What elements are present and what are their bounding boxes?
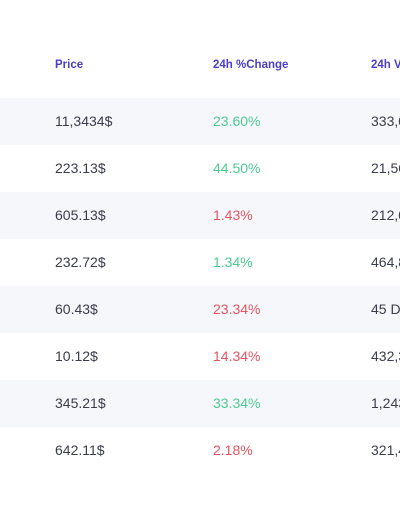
- column-header-price[interactable]: Price: [55, 59, 84, 71]
- table-row[interactable]: 60.43$ 23.34% 45 D: [0, 286, 400, 333]
- table-row[interactable]: 642.11$ 2.18% 321,4: [0, 427, 400, 474]
- column-header-24h-change[interactable]: 24h %Change: [213, 59, 289, 71]
- table-row[interactable]: 11,3434$ 23.60% 333,0: [0, 98, 400, 145]
- table-row[interactable]: 223.13$ 44.50% 21,56: [0, 145, 400, 192]
- price-cell: 10.12$: [55, 348, 98, 364]
- price-cell: 605.13$: [55, 207, 106, 223]
- change-cell: 44.50%: [213, 160, 261, 176]
- price-cell: 345.21$: [55, 395, 106, 411]
- table-row[interactable]: 10.12$ 14.34% 432,3: [0, 333, 400, 380]
- volume-cell: 45 D: [371, 301, 400, 317]
- volume-cell: 321,4: [371, 442, 400, 458]
- volume-cell: 432,3: [371, 348, 400, 364]
- change-cell: 1.34%: [213, 254, 253, 270]
- change-cell: 33.34%: [213, 395, 261, 411]
- volume-cell: 1,243: [371, 395, 400, 411]
- price-cell: 223.13$: [55, 160, 106, 176]
- volume-cell: 212,0: [371, 207, 400, 223]
- change-cell: 14.34%: [213, 348, 261, 364]
- volume-cell: 464,8: [371, 254, 400, 270]
- volume-cell: 333,0: [371, 113, 400, 129]
- change-cell: 2.18%: [213, 442, 253, 458]
- change-cell: 23.34%: [213, 301, 261, 317]
- table-row[interactable]: 605.13$ 1.43% 212,0: [0, 192, 400, 239]
- table-row[interactable]: 345.21$ 33.34% 1,243: [0, 380, 400, 427]
- price-cell: 60.43$: [55, 301, 98, 317]
- column-header-24h-volume[interactable]: 24h V: [371, 59, 400, 71]
- price-cell: 232.72$: [55, 254, 106, 270]
- change-cell: 23.60%: [213, 113, 261, 129]
- price-cell: 642.11$: [55, 442, 105, 458]
- price-cell: 11,3434$: [55, 113, 113, 129]
- volume-cell: 21,56: [371, 160, 400, 176]
- table-row[interactable]: 232.72$ 1.34% 464,8: [0, 239, 400, 286]
- change-cell: 1.43%: [213, 207, 253, 223]
- table-header: Price 24h %Change 24h V: [0, 0, 400, 98]
